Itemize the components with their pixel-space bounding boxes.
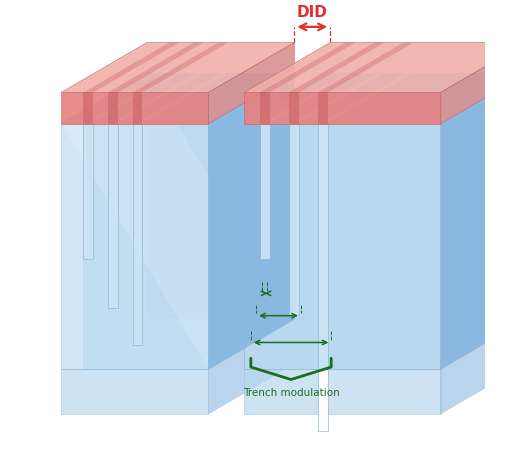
Polygon shape: [289, 74, 385, 124]
Polygon shape: [133, 124, 143, 345]
Polygon shape: [289, 92, 299, 124]
Polygon shape: [61, 74, 294, 124]
Polygon shape: [244, 124, 441, 369]
Polygon shape: [108, 124, 118, 308]
Polygon shape: [108, 42, 204, 92]
Polygon shape: [83, 124, 93, 259]
Polygon shape: [61, 124, 83, 369]
Polygon shape: [108, 74, 204, 124]
Polygon shape: [318, 74, 413, 124]
Text: Trench modulation: Trench modulation: [243, 388, 340, 398]
Polygon shape: [318, 92, 328, 124]
Polygon shape: [61, 92, 209, 124]
Polygon shape: [260, 74, 355, 124]
Polygon shape: [260, 124, 269, 259]
Polygon shape: [260, 92, 269, 124]
Polygon shape: [83, 92, 93, 124]
Polygon shape: [61, 124, 209, 369]
Polygon shape: [83, 42, 179, 92]
Polygon shape: [133, 92, 143, 124]
Polygon shape: [441, 319, 524, 414]
Polygon shape: [260, 42, 355, 92]
Polygon shape: [209, 319, 294, 414]
Polygon shape: [61, 369, 209, 414]
Polygon shape: [83, 74, 179, 124]
Polygon shape: [209, 42, 294, 124]
Polygon shape: [318, 42, 413, 92]
Polygon shape: [289, 124, 299, 315]
Polygon shape: [318, 369, 328, 431]
Polygon shape: [244, 74, 524, 124]
Polygon shape: [244, 42, 524, 92]
Polygon shape: [244, 92, 441, 124]
Polygon shape: [147, 74, 294, 319]
Polygon shape: [61, 42, 294, 92]
Polygon shape: [441, 74, 524, 369]
Polygon shape: [108, 92, 118, 124]
Polygon shape: [441, 42, 524, 124]
Polygon shape: [61, 74, 294, 369]
Polygon shape: [61, 124, 209, 369]
Polygon shape: [289, 42, 385, 92]
Polygon shape: [318, 124, 328, 374]
Polygon shape: [244, 369, 441, 414]
Polygon shape: [133, 42, 228, 92]
Text: DID: DID: [297, 5, 328, 20]
Polygon shape: [133, 74, 228, 124]
Polygon shape: [209, 74, 294, 369]
